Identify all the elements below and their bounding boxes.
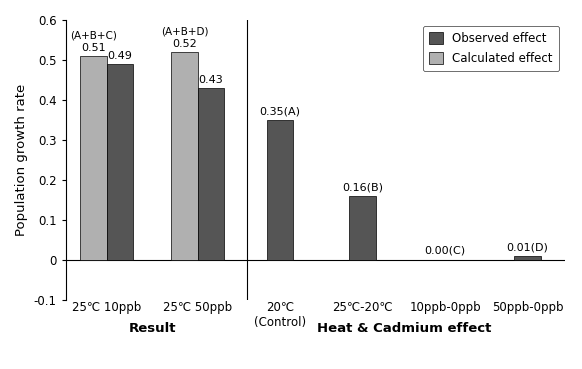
Text: 0.01(D): 0.01(D) [507, 243, 549, 253]
Text: 20℃
(Control): 20℃ (Control) [254, 301, 306, 329]
Text: 0.00(C): 0.00(C) [425, 245, 466, 255]
Text: 0.51: 0.51 [81, 43, 106, 53]
Bar [107, 64, 133, 260]
Y-axis label: Population growth rate: Population growth rate [15, 84, 28, 236]
Text: 0.52: 0.52 [172, 39, 197, 49]
Legend: Observed effect, Calculated effect: Observed effect, Calculated effect [423, 26, 559, 71]
Text: Heat & Cadmium effect: Heat & Cadmium effect [317, 322, 491, 335]
Text: 0.16(B): 0.16(B) [342, 183, 383, 193]
Text: (A+B+C): (A+B+C) [70, 31, 117, 41]
Text: 25℃-20℃: 25℃-20℃ [332, 301, 393, 314]
Text: 10ppb-0ppb: 10ppb-0ppb [409, 301, 481, 314]
Text: Result: Result [129, 322, 176, 335]
Bar [267, 120, 293, 260]
Text: 25℃ 10ppb: 25℃ 10ppb [72, 301, 141, 314]
Bar [198, 88, 224, 260]
Bar [80, 56, 107, 260]
Text: 0.35(A): 0.35(A) [260, 107, 301, 117]
Text: 0.43: 0.43 [198, 75, 223, 85]
Text: 50ppb-0ppb: 50ppb-0ppb [492, 301, 563, 314]
Bar [514, 256, 541, 260]
Text: 25℃ 50ppb: 25℃ 50ppb [163, 301, 232, 314]
Text: 0.49: 0.49 [108, 51, 133, 61]
Bar [349, 196, 376, 260]
Bar [171, 52, 198, 260]
Text: (A+B+D): (A+B+D) [161, 27, 208, 37]
